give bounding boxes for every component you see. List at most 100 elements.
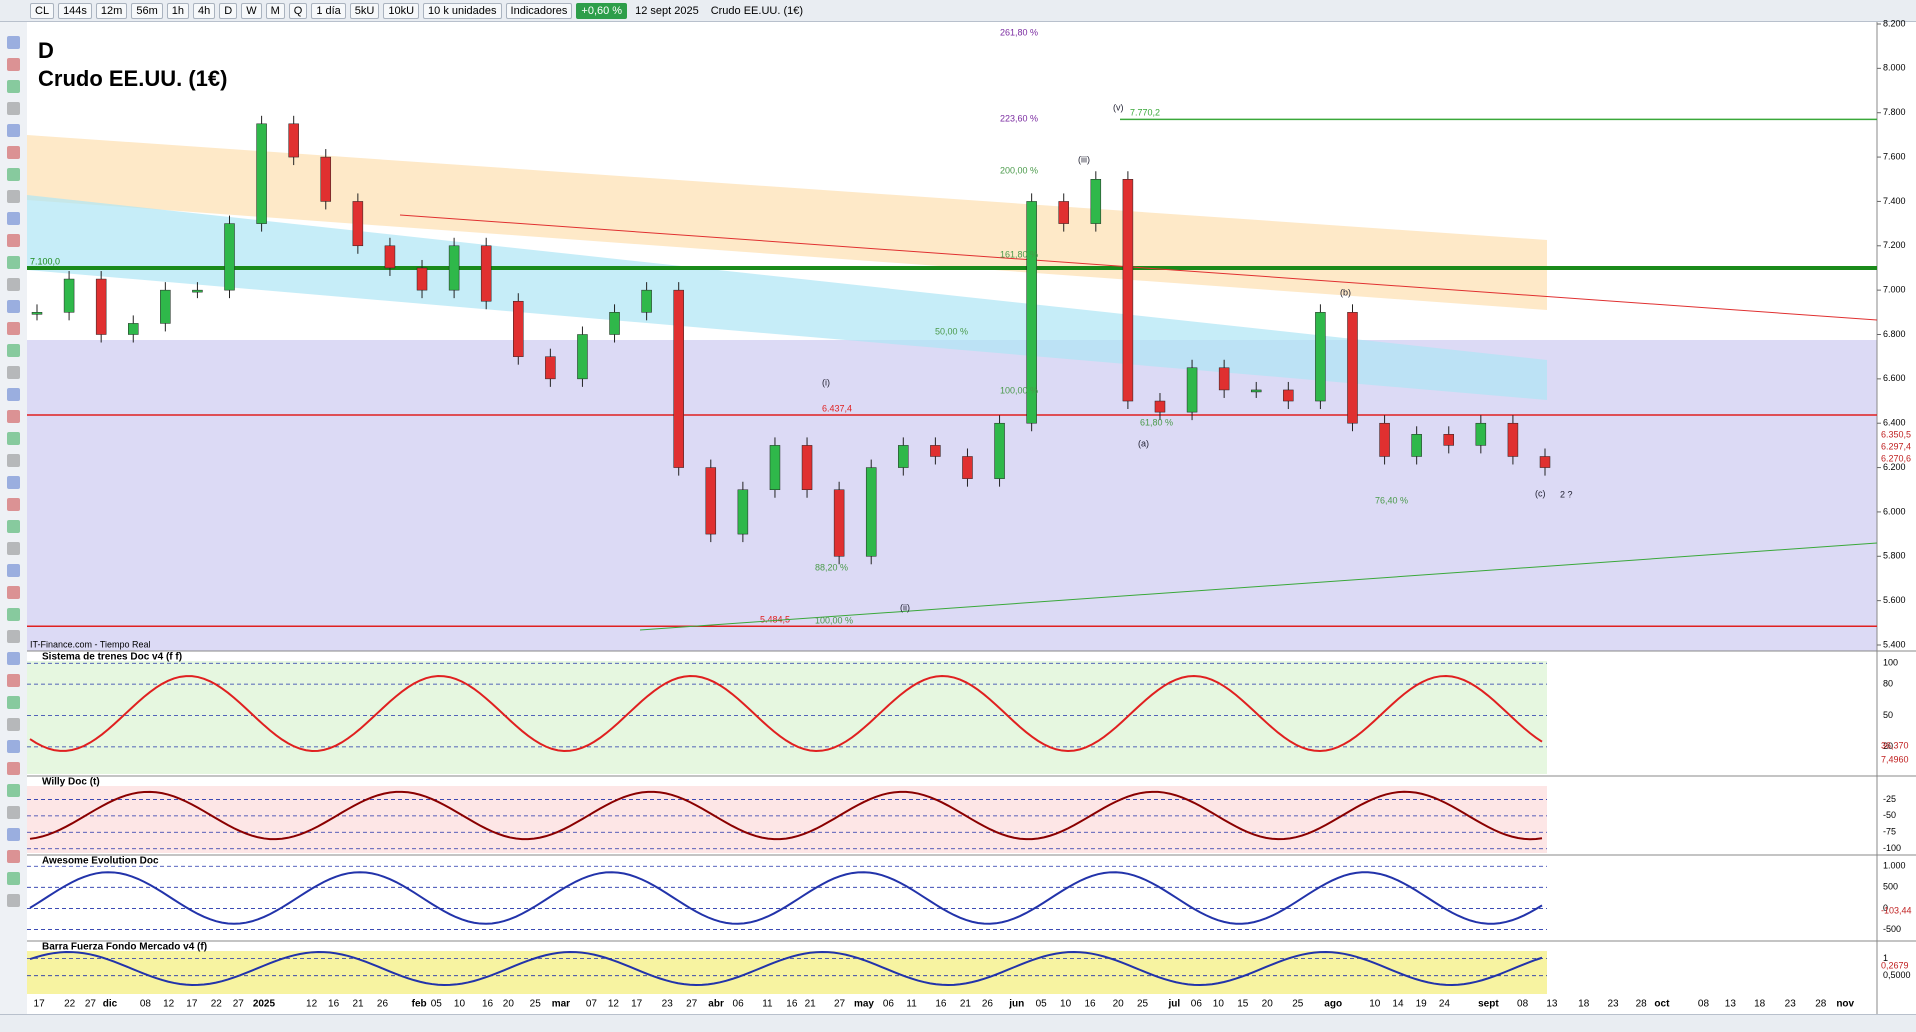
tool-icon[interactable] (7, 476, 20, 489)
wave-label: (a) (1138, 438, 1149, 448)
tool-icon[interactable] (7, 366, 20, 379)
tool-icon[interactable] (7, 740, 20, 753)
y-tick-label: 0,5000 (1883, 970, 1911, 980)
x-tick-label: 08 (1698, 999, 1710, 1010)
y-tick-label: -25 (1883, 794, 1896, 804)
tool-icon[interactable] (7, 124, 20, 137)
tool-icon[interactable] (7, 36, 20, 49)
tool-icon[interactable] (7, 322, 20, 335)
tool-icon[interactable] (7, 542, 20, 555)
tool-icon[interactable] (7, 102, 20, 115)
x-tick-label: 10 (454, 999, 466, 1010)
tool-icon[interactable] (7, 652, 20, 665)
toolbar-button[interactable]: 5kU (349, 2, 380, 19)
tool-icon[interactable] (7, 630, 20, 643)
x-tick-label: 16 (482, 999, 494, 1010)
tool-icon[interactable] (7, 146, 20, 159)
candle (962, 456, 973, 479)
candle (128, 323, 139, 335)
candle (705, 467, 717, 535)
tool-icon[interactable] (7, 80, 20, 93)
y-tick-label: 6.800 (1883, 329, 1906, 339)
x-tick-label: 07 (586, 999, 598, 1010)
x-tick-label: 28 (1815, 999, 1827, 1010)
tool-icon[interactable] (7, 388, 20, 401)
tool-icon[interactable] (7, 608, 20, 621)
x-tick-label: 05 (1036, 999, 1048, 1010)
x-tick-label: feb (412, 999, 427, 1010)
tool-icon[interactable] (7, 344, 20, 357)
x-tick-label: 13 (1546, 999, 1558, 1010)
tool-icon[interactable] (7, 190, 20, 203)
toolbar-button[interactable]: M (265, 2, 285, 19)
x-tick-label: 10 (1213, 999, 1225, 1010)
x-tick-label: 27 (85, 999, 97, 1010)
panel-bg (27, 661, 1547, 774)
x-tick-label: 22 (211, 999, 223, 1010)
tool-icon[interactable] (7, 674, 20, 687)
tool-icon[interactable] (7, 58, 20, 71)
x-tick-label: 21 (805, 999, 817, 1010)
toolbar-button[interactable]: 10kU (383, 2, 420, 19)
x-tick-label: 25 (530, 999, 542, 1010)
x-tick-label: jun (1008, 999, 1024, 1010)
tool-icon[interactable] (7, 564, 20, 577)
toolbar-button[interactable]: W (241, 2, 262, 19)
toolbar-button[interactable]: 10 k unidades (423, 2, 502, 19)
tool-icon[interactable] (7, 696, 20, 709)
toolbar-button[interactable]: 12m (95, 2, 128, 19)
tool-icon[interactable] (7, 850, 20, 863)
candle (1379, 422, 1390, 457)
tool-icon[interactable] (7, 828, 20, 841)
tool-icon[interactable] (7, 762, 20, 775)
tool-icon[interactable] (7, 454, 20, 467)
tool-icon[interactable] (7, 432, 20, 445)
x-tick-label: 23 (662, 999, 674, 1010)
readout: 36,370 (1881, 740, 1909, 750)
x-tick-label: 12 (306, 999, 318, 1010)
toolbar-button[interactable]: 1 día (311, 2, 346, 19)
x-tick-label: 05 (431, 999, 443, 1010)
candle (1315, 312, 1326, 402)
candle (577, 334, 588, 380)
toolbar-button[interactable]: 144s (58, 2, 92, 19)
toolbar-button[interactable]: 56m (131, 2, 163, 19)
tool-icon[interactable] (7, 300, 20, 313)
toolbar-button[interactable]: 1h (166, 2, 189, 19)
fib-label: 200,00 % (1000, 165, 1038, 175)
toolbar-button[interactable]: CL (30, 2, 55, 19)
tool-icon[interactable] (7, 586, 20, 599)
tool-icon[interactable] (7, 872, 20, 885)
toolbar-button[interactable]: Indicadores (505, 2, 573, 19)
tool-icon[interactable] (7, 410, 20, 423)
toolbar-button[interactable]: Q (288, 2, 308, 19)
change: +0,60 % (576, 2, 628, 19)
toolbar-button[interactable]: D (219, 2, 238, 19)
wave-label: 2 ? (1560, 489, 1573, 499)
tool-icon[interactable] (7, 718, 20, 731)
readout: 7,4960 (1881, 754, 1909, 764)
tool-icon[interactable] (7, 806, 20, 819)
x-tick-label: sept (1478, 999, 1499, 1010)
y-tick-label: 5.600 (1883, 595, 1906, 605)
timeframe: D (38, 38, 54, 63)
candle (1122, 179, 1134, 402)
x-tick-label: 21 (960, 999, 972, 1010)
candle (448, 245, 460, 291)
tool-icon[interactable] (7, 520, 20, 533)
tool-icon[interactable] (7, 498, 20, 511)
price-axis (1877, 22, 1916, 1014)
tool-icon[interactable] (7, 784, 20, 797)
tool-icon[interactable] (7, 894, 20, 907)
tool-icon[interactable] (7, 234, 20, 247)
tool-icon[interactable] (7, 256, 20, 269)
tool-icon[interactable] (7, 212, 20, 225)
source: IT-Finance.com - Tiempo Real (30, 639, 151, 649)
tool-icon[interactable] (7, 278, 20, 291)
toolbar-button[interactable]: 4h (192, 2, 216, 19)
candle (833, 489, 845, 557)
candle (513, 300, 524, 357)
tool-icon[interactable] (7, 168, 20, 181)
fib-label: 100,00 % (815, 615, 853, 625)
